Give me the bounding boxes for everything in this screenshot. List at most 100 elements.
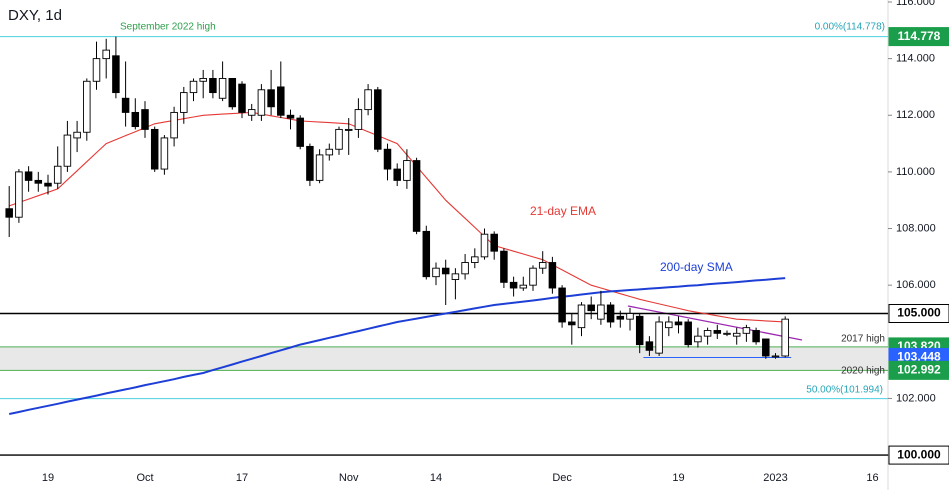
candle-body (325, 148, 334, 156)
y-tick-label: 106.000 (896, 279, 936, 291)
candle-body (92, 58, 101, 82)
candle-body (635, 315, 644, 346)
price-box (888, 27, 949, 47)
candle-body (44, 182, 52, 187)
price-box (888, 303, 949, 323)
y-tick-label: 108.000 (896, 222, 936, 234)
y-tick-label: 102.000 (896, 392, 936, 404)
candle-body (723, 332, 731, 335)
candle-body (538, 262, 547, 269)
candle-body (267, 89, 275, 108)
candle-body (189, 80, 198, 94)
candle-body (141, 109, 149, 130)
candle-body (568, 321, 576, 326)
candle-body (383, 148, 392, 170)
candle-body (354, 109, 363, 130)
candle-body (286, 114, 295, 119)
ma-line (9, 111, 786, 323)
candle-body (102, 49, 110, 60)
annotation: 0.00%(114.778) (815, 22, 885, 33)
candle-body (63, 134, 72, 167)
candle-body (422, 230, 431, 278)
x-tick-label: 16 (866, 472, 878, 484)
y-tick-label: 110.000 (896, 166, 935, 178)
candle-body (626, 313, 634, 320)
price-box (888, 445, 949, 465)
candle-body (296, 117, 304, 147)
candle-body (315, 154, 324, 181)
candle-body (732, 332, 741, 337)
candle-body (218, 77, 227, 99)
annotation: September 2022 high (120, 22, 216, 33)
candle-body (451, 273, 460, 280)
candle-body (131, 111, 140, 128)
candle-body (199, 77, 207, 82)
price-box-label: 114.778 (898, 29, 941, 43)
candle-body (247, 109, 256, 116)
candle-body (684, 321, 692, 346)
ma-label: 200-day SMA (660, 260, 733, 274)
candle-body (500, 250, 508, 283)
candle-body (606, 304, 615, 323)
candle-body (694, 335, 702, 343)
price-box-label: 103.448 (897, 350, 941, 364)
trendline (627, 305, 803, 341)
candle-body (121, 97, 130, 113)
candle-body (655, 321, 663, 354)
candle-body (5, 208, 13, 218)
y-tick-label: 114.000 (896, 53, 935, 65)
candle-body (364, 89, 372, 111)
price-box (888, 360, 949, 380)
price-box-label: 105.000 (897, 306, 941, 320)
candle-body (344, 128, 353, 131)
candle-body (393, 168, 401, 181)
candle-body (703, 330, 712, 337)
candle-body (480, 233, 489, 258)
candle-body (170, 111, 178, 139)
y-tick-label: 116.000 (896, 0, 935, 8)
candle-body (257, 89, 266, 116)
candle-body (73, 131, 81, 139)
candle-body (577, 304, 586, 329)
candle-body (529, 267, 537, 286)
candle-body (412, 160, 421, 232)
candle-body (742, 327, 751, 334)
candle-body (335, 128, 343, 150)
candle-body (781, 318, 789, 357)
candle-body (597, 304, 605, 320)
candle-body (548, 262, 557, 289)
candle-body (83, 80, 91, 133)
candle-body (674, 321, 683, 326)
ma-label: 21-day EMA (530, 204, 596, 218)
candle-body (752, 330, 760, 343)
candle-body (180, 92, 188, 113)
chart-title: DXY, 1d (8, 7, 62, 24)
annotation: 2020 high (841, 366, 885, 377)
x-tick-label: Dec (552, 472, 572, 484)
candle-body (471, 256, 479, 263)
candle-body (209, 77, 217, 94)
candle-body (228, 77, 237, 108)
x-tick-label: Oct (136, 472, 153, 484)
price-box-label: 100.000 (897, 447, 941, 461)
candle-body (306, 145, 314, 181)
candle-body (15, 171, 23, 218)
candle-body (665, 321, 673, 329)
candle-body (160, 137, 169, 170)
plot-area (0, 305, 888, 371)
x-tick-label: 19 (672, 472, 684, 484)
candle-body (374, 89, 382, 150)
candle-body (432, 267, 440, 278)
candle-body (24, 171, 33, 181)
price-box-label: 102.992 (897, 363, 941, 377)
candle-body (112, 55, 120, 94)
annotation: 2017 high (841, 334, 885, 345)
x-tick-label: Nov (339, 472, 359, 484)
candle-body (519, 284, 528, 289)
candle-body (509, 281, 518, 289)
x-tick-label: 14 (430, 472, 442, 484)
candle-body (558, 287, 566, 323)
x-tick-label: 19 (42, 472, 54, 484)
candle-body (53, 165, 62, 184)
